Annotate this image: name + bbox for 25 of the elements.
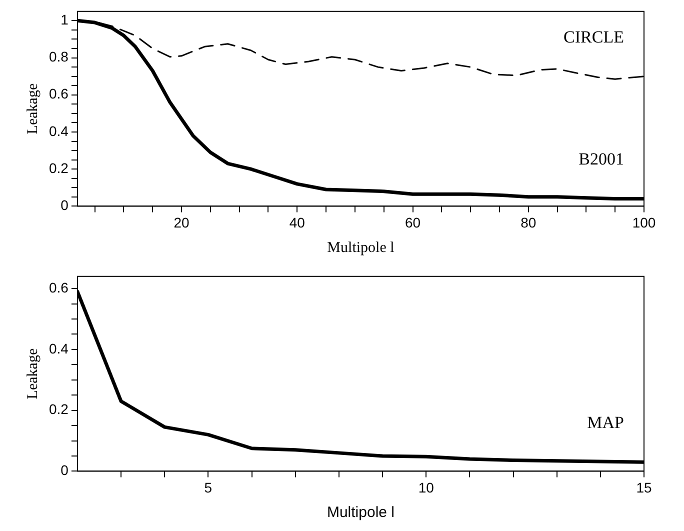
x-tick-label: 40 [289, 214, 306, 230]
y-axis-title: Leakage [24, 83, 41, 134]
x-tick-label: 60 [404, 214, 421, 230]
y-tick-label: 0.6 [48, 86, 69, 102]
y-tick-label: 0.6 [48, 279, 69, 296]
y-tick-label: 0.4 [48, 122, 69, 139]
series-label: B2001 [578, 150, 624, 169]
series-label: CIRCLE [564, 27, 624, 46]
y-tick-label: 0.2 [48, 401, 69, 418]
y-tick-label: 0 [60, 197, 69, 214]
y-axis-title: Leakage [24, 348, 41, 400]
y-tick-label: 0.8 [48, 48, 69, 65]
series-label: MAP [587, 413, 624, 432]
x-tick-label: 5 [204, 479, 212, 496]
y-tick-label: 0 [60, 462, 69, 478]
x-axis-title: Multipole l [327, 240, 394, 256]
x-axis-title: Multipole l [326, 504, 394, 522]
y-tick-label: 1 [60, 12, 69, 28]
y-tick-label: 0.2 [48, 160, 69, 176]
x-tick-label: 10 [418, 479, 434, 496]
x-tick-label: 20 [174, 214, 190, 230]
x-tick-label: 80 [520, 214, 536, 230]
x-tick-label: 15 [636, 479, 652, 496]
y-tick-label: 0.4 [48, 340, 69, 356]
x-tick-label: 100 [632, 214, 656, 230]
